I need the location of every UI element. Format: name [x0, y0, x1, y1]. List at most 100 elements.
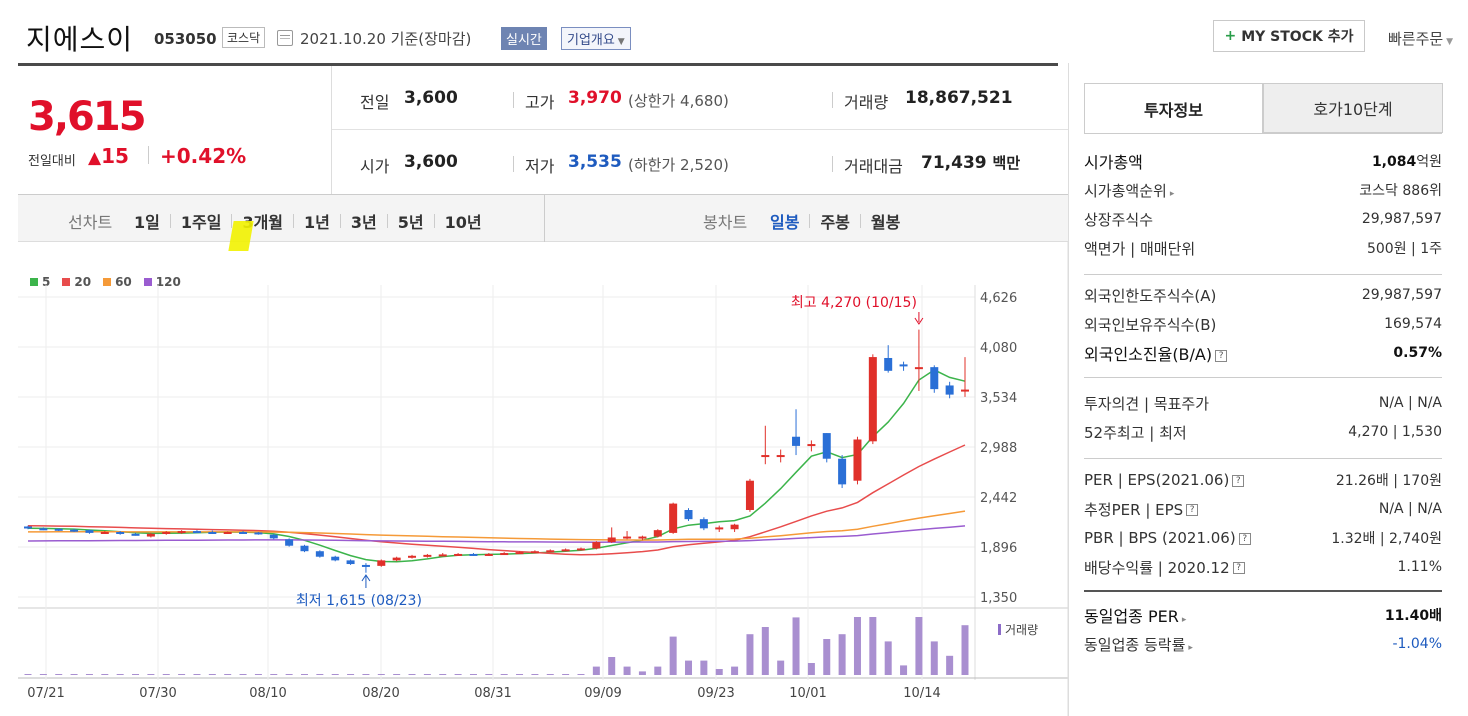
x-tick-label: 08/20 [362, 686, 399, 701]
candle-body [930, 367, 939, 390]
candle-body [208, 531, 217, 534]
volume-bar [746, 634, 754, 675]
help-icon[interactable]: ? [1238, 532, 1251, 545]
volume-bar [946, 655, 954, 675]
candle-body [331, 556, 340, 561]
price-chart[interactable]: 4,626 4,080 3,534 2,988 2,442 1,896 1,350 07/21… [0, 0, 1068, 716]
candle-body [868, 357, 877, 442]
amount-label: 거래대금 [844, 157, 903, 176]
up-triangle-icon: ▲ [88, 148, 102, 168]
info-row-value: 4,270 | 1,530 [1348, 424, 1442, 440]
period-tab[interactable]: 1일 [134, 213, 160, 232]
legend-swatch [103, 278, 112, 286]
period-tabs: 1일 1주일 3개월 1년 3년 5년 10년 [134, 209, 482, 233]
moving-average-line [28, 510, 966, 541]
legend-item[interactable]: 120 [143, 275, 181, 289]
tab-separator [169, 214, 171, 228]
volume-bar [531, 674, 539, 675]
moving-average-line [27, 444, 966, 556]
y-tick-label: 1,350 [980, 591, 1017, 606]
legend-item[interactable]: 5 [30, 275, 50, 289]
volume-bar [685, 660, 693, 675]
legend-swatch [143, 278, 152, 286]
info-row-label[interactable]: 동일업종 등락률 ▸ [1084, 635, 1193, 654]
info-row: PER | EPS(2021.06)? 21.26배 | 170원 [1084, 467, 1442, 493]
info-row-label: PER | EPS(2021.06)? [1084, 471, 1245, 489]
quick-order-dropdown[interactable]: 빠른주문 ▼ [1388, 30, 1453, 48]
sector-group: 동일업종 PER ▸ 11.40배 동일업종 등락률 ▸ -1.04% [1084, 602, 1442, 662]
line-chart-label: 선차트 [68, 213, 113, 232]
candle-chart-label: 봉차트 [703, 213, 748, 232]
company-info-dropdown[interactable]: 기업개요 ▼ [561, 27, 631, 50]
lower-limit: (하한가 2,520) [628, 156, 729, 174]
volume-bar [853, 617, 861, 675]
info-row-label[interactable]: 시가총액순위 ▸ [1084, 181, 1175, 200]
tab-hoga-10[interactable]: 호가10단계 [1263, 83, 1443, 133]
current-price: 3,615 [28, 94, 147, 140]
info-row-label[interactable]: 동일업종 PER ▸ [1084, 607, 1187, 626]
period-tab[interactable]: 10년 [444, 213, 482, 232]
group-divider [1084, 377, 1442, 378]
candle-body [131, 533, 140, 536]
candle-body [546, 550, 555, 553]
info-row: 투자의견 | 목표주가 N/A | N/A [1084, 390, 1442, 416]
candle-body [684, 510, 693, 520]
candle-body [853, 439, 862, 481]
high-annotation: 최고 4,270 (10/15) [791, 295, 917, 311]
volume-bar [85, 674, 93, 675]
stock-code: 053050 [154, 30, 217, 48]
candle-body [116, 531, 125, 534]
info-divider [332, 129, 1068, 130]
volume-bar [254, 674, 262, 675]
volume-bar [70, 674, 78, 675]
period-tab[interactable]: 일봉 [770, 213, 800, 232]
prev-value: 3,600 [404, 88, 458, 108]
my-stock-add-button[interactable]: + MY STOCK 추가 [1213, 20, 1365, 52]
candle-body [638, 536, 647, 539]
period-tab[interactable]: 1주일 [180, 213, 222, 232]
period-tab[interactable]: 3년 [350, 213, 377, 232]
volume-bar [823, 639, 831, 675]
volume-bar [592, 666, 600, 675]
legend-item[interactable]: 20 [62, 275, 91, 289]
help-icon[interactable]: ? [1232, 562, 1245, 574]
info-row-value: 169,574 [1384, 316, 1442, 332]
period-tab[interactable]: 주봉 [820, 213, 850, 232]
volume-bar [715, 669, 723, 675]
info-row: 동일업종 등락률 ▸ -1.04% [1084, 631, 1442, 657]
volume-bar [731, 666, 739, 675]
chevron-right-icon: ▸ [1188, 642, 1193, 653]
period-tab[interactable]: 3개월 [242, 213, 284, 232]
realtime-button[interactable]: 실시간 [501, 27, 547, 50]
candle-body [515, 552, 524, 555]
period-tab[interactable]: 월봉 [870, 213, 901, 232]
change-label: 전일대비 [28, 154, 76, 169]
help-icon[interactable]: ? [1232, 474, 1245, 487]
candle-body [745, 480, 754, 511]
open-label: 시가 [360, 157, 390, 176]
volume-value: 18,867,521 [905, 88, 1013, 108]
candle-body [54, 528, 63, 531]
period-tab[interactable]: 1년 [304, 213, 330, 232]
chevron-right-icon: ▸ [1169, 188, 1175, 199]
help-icon[interactable]: ? [1186, 504, 1199, 516]
candle-body [792, 436, 801, 446]
volume-bar [454, 674, 462, 675]
candle-body [914, 367, 923, 370]
candle-body [85, 530, 94, 533]
period-tab[interactable]: 5년 [397, 213, 424, 232]
tab-investment-info[interactable]: 투자정보 [1084, 83, 1263, 133]
tab-underline [1084, 133, 1442, 134]
candle-body [945, 385, 954, 395]
legend-label: 120 [155, 275, 181, 289]
candle-body [715, 527, 724, 530]
info-row-value: N/A | N/A [1378, 395, 1442, 411]
volume-bar [961, 625, 969, 675]
help-icon[interactable]: ? [1215, 349, 1228, 362]
info-row-label: 외국인소진율(B/A)? [1084, 341, 1228, 365]
plus-icon: + [1224, 28, 1237, 44]
candle-body [807, 444, 816, 447]
high-arrow-head [914, 317, 924, 325]
legend-item[interactable]: 60 [103, 275, 132, 289]
volume-bar [300, 674, 308, 675]
